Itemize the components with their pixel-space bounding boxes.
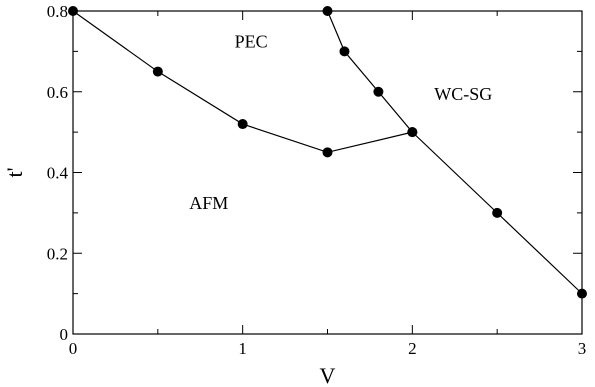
data-point bbox=[577, 288, 587, 299]
x-axis-title: V bbox=[320, 363, 336, 387]
series-layer bbox=[68, 6, 587, 299]
x-tick-label: 3 bbox=[578, 339, 587, 358]
region-label: PEC bbox=[235, 31, 268, 51]
data-point bbox=[339, 46, 350, 57]
data-point bbox=[373, 86, 384, 97]
plot-frame bbox=[72, 10, 583, 335]
y-axis-title: t' bbox=[2, 167, 27, 177]
region-label: AFM bbox=[189, 193, 228, 213]
x-tick-label: 2 bbox=[408, 339, 417, 358]
region-label: WC-SG bbox=[434, 84, 492, 104]
data-point bbox=[152, 66, 163, 77]
y-tick-label: 0.6 bbox=[47, 83, 68, 102]
data-point bbox=[322, 147, 333, 158]
y-tick-label: 0.2 bbox=[47, 244, 68, 263]
y-tick-label: 0.8 bbox=[47, 2, 68, 21]
y-tick-label: 0.4 bbox=[47, 164, 69, 183]
plot-area: 0 1 2 3 0 0.2 0.4 0.6 0.8 bbox=[47, 2, 587, 358]
data-point bbox=[407, 127, 418, 138]
phase-boundary-line bbox=[326, 10, 583, 295]
x-tick-label: 1 bbox=[238, 339, 247, 358]
y-tick-label: 0 bbox=[60, 325, 69, 344]
data-point bbox=[237, 119, 248, 130]
data-point bbox=[492, 207, 503, 218]
annotation-layer: PEC WC-SG AFM bbox=[189, 31, 492, 213]
data-point bbox=[322, 6, 333, 16]
data-point bbox=[68, 6, 78, 16]
x-tick-label: 0 bbox=[69, 339, 78, 358]
